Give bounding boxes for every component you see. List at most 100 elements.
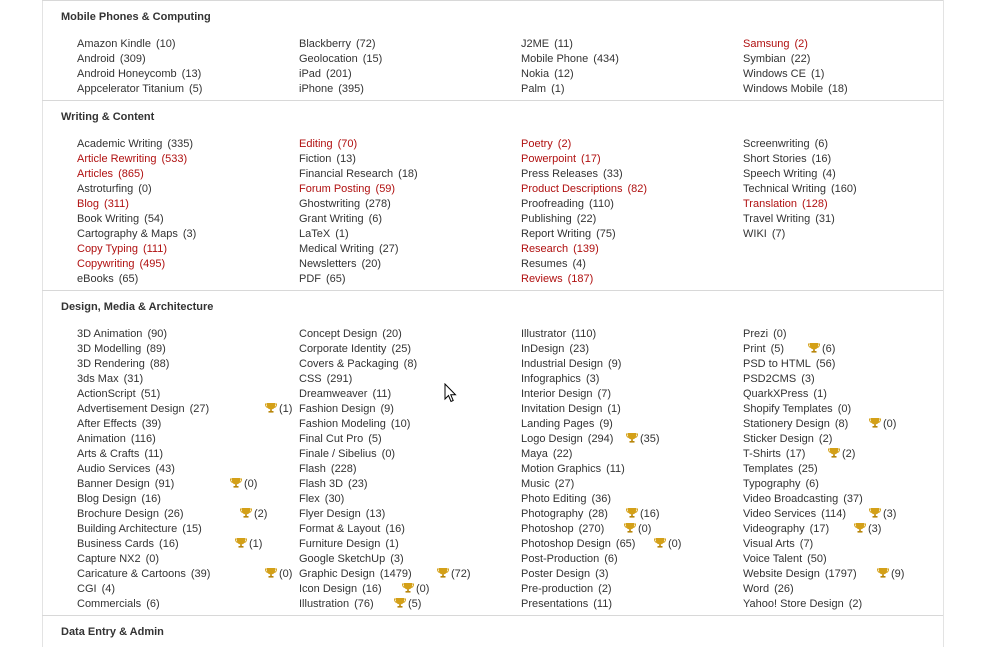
category-link[interactable]: Translation (128) xyxy=(743,197,857,212)
category-link[interactable]: Mobile Phone (434) xyxy=(521,52,619,67)
category-link[interactable]: Post-Production (6) xyxy=(521,552,635,567)
category-link[interactable]: Photoshop Design (65) (0) xyxy=(521,537,681,552)
category-link[interactable]: Infographics (3) xyxy=(521,372,635,387)
category-link[interactable]: Brochure Design (26) (2) xyxy=(77,507,267,522)
category-link[interactable]: Research (139) xyxy=(521,242,647,257)
category-link[interactable]: Medical Writing (27) xyxy=(299,242,418,257)
category-link[interactable]: PSD to HTML (56) xyxy=(743,357,863,372)
category-link[interactable]: Product Descriptions (82) xyxy=(521,182,647,197)
category-link[interactable]: Banner Design (91) (0) xyxy=(77,477,257,492)
contest-trophy[interactable]: (2) xyxy=(239,507,267,522)
contest-trophy[interactable]: (3) xyxy=(853,522,881,537)
category-link[interactable]: Illustration (76) (5) xyxy=(299,597,421,612)
category-link[interactable]: Forum Posting (59) xyxy=(299,182,418,197)
category-link[interactable]: Voice Talent (50) xyxy=(743,552,863,567)
category-link[interactable]: Dreamweaver (11) xyxy=(299,387,417,402)
category-link[interactable]: Google SketchUp (3) xyxy=(299,552,417,567)
category-link[interactable]: Report Writing (75) xyxy=(521,227,647,242)
category-link[interactable]: Music (27) xyxy=(521,477,635,492)
category-link[interactable]: J2ME (11) xyxy=(521,37,619,52)
category-link[interactable]: Editing (70) xyxy=(299,137,418,152)
category-link[interactable]: CSS (291) xyxy=(299,372,417,387)
category-link[interactable]: Palm (1) xyxy=(521,82,619,97)
category-link[interactable]: Flash 3D (23) xyxy=(299,477,417,492)
category-link[interactable]: Finale / Sibelius (0) xyxy=(299,447,417,462)
category-link[interactable]: After Effects (39) xyxy=(77,417,210,432)
category-link[interactable]: Windows CE (1) xyxy=(743,67,848,82)
category-link[interactable]: 3D Modelling (89) xyxy=(77,342,210,357)
category-link[interactable]: Photo Editing (36) xyxy=(521,492,635,507)
category-link[interactable]: Format & Layout (16) xyxy=(299,522,417,537)
category-link[interactable]: Flash (228) xyxy=(299,462,417,477)
category-link[interactable]: Nokia (12) xyxy=(521,67,619,82)
category-link[interactable]: Invitation Design (1) xyxy=(521,402,635,417)
category-link[interactable]: Academic Writing (335) xyxy=(77,137,196,152)
category-link[interactable]: Commercials (6) xyxy=(77,597,210,612)
category-link[interactable]: Amazon Kindle (10) xyxy=(77,37,202,52)
category-link[interactable]: Icon Design (16) (0) xyxy=(299,582,429,597)
contest-trophy[interactable]: (0) xyxy=(264,567,292,582)
category-link[interactable]: Building Architecture (15) xyxy=(77,522,210,537)
category-link[interactable]: Fashion Modeling (10) xyxy=(299,417,417,432)
category-link[interactable]: Video Services (114) (3) xyxy=(743,507,896,522)
category-link[interactable]: Photoshop (270) (0) xyxy=(521,522,651,537)
category-link[interactable]: Copywriting (495) xyxy=(77,257,196,272)
category-link[interactable]: Reviews (187) xyxy=(521,272,647,287)
category-link[interactable]: Website Design (1797) (9) xyxy=(743,567,904,582)
category-link[interactable]: Logo Design (294) (35) xyxy=(521,432,660,447)
category-link[interactable]: Flex (30) xyxy=(299,492,417,507)
category-link[interactable]: Yahoo! Store Design (2) xyxy=(743,597,863,612)
category-link[interactable]: Powerpoint (17) xyxy=(521,152,647,167)
category-link[interactable]: Business Cards (16) (1) xyxy=(77,537,262,552)
category-link[interactable]: Videography (17) (3) xyxy=(743,522,881,537)
category-link[interactable]: Graphic Design (1479) (72) xyxy=(299,567,471,582)
category-link[interactable]: Copy Typing (111) xyxy=(77,242,196,257)
category-link[interactable]: PDF (65) xyxy=(299,272,418,287)
category-link[interactable]: LaTeX (1) xyxy=(299,227,418,242)
category-link[interactable]: Grant Writing (6) xyxy=(299,212,418,227)
category-link[interactable]: InDesign (23) xyxy=(521,342,635,357)
category-link[interactable]: Poetry (2) xyxy=(521,137,647,152)
category-link[interactable]: Shopify Templates (0) xyxy=(743,402,863,417)
category-link[interactable]: Android (309) xyxy=(77,52,202,67)
category-link[interactable]: Flyer Design (13) xyxy=(299,507,417,522)
category-link[interactable]: Proofreading (110) xyxy=(521,197,647,212)
category-link[interactable]: Industrial Design (9) xyxy=(521,357,635,372)
category-link[interactable]: T-Shirts (17) (2) xyxy=(743,447,863,462)
contest-trophy[interactable]: (5) xyxy=(393,597,421,612)
category-link[interactable]: Print (5) (6) xyxy=(743,342,863,357)
category-link[interactable]: Appcelerator Titanium (5) xyxy=(77,82,202,97)
category-link[interactable]: iPhone (395) xyxy=(299,82,382,97)
category-link[interactable]: Templates (25) xyxy=(743,462,863,477)
category-link[interactable]: Typography (6) xyxy=(743,477,863,492)
category-link[interactable]: ActionScript (51) xyxy=(77,387,210,402)
category-link[interactable]: 3ds Max (31) xyxy=(77,372,210,387)
category-link[interactable]: Prezi (0) xyxy=(743,327,863,342)
contest-trophy[interactable]: (2) xyxy=(827,447,855,462)
category-link[interactable]: Newsletters (20) xyxy=(299,257,418,272)
category-link[interactable]: Furniture Design (1) xyxy=(299,537,417,552)
category-link[interactable]: Advertisement Design (27) (1) xyxy=(77,402,292,417)
category-link[interactable]: Blog (311) xyxy=(77,197,196,212)
contest-trophy[interactable]: (0) xyxy=(653,537,681,552)
contest-trophy[interactable]: (72) xyxy=(436,567,471,582)
category-link[interactable]: Cartography & Maps (3) xyxy=(77,227,196,242)
category-link[interactable]: Stationery Design (8) (0) xyxy=(743,417,896,432)
category-link[interactable]: Technical Writing (160) xyxy=(743,182,857,197)
category-link[interactable]: Caricature & Cartoons (39) (0) xyxy=(77,567,292,582)
category-link[interactable]: Astroturfing (0) xyxy=(77,182,196,197)
category-link[interactable]: 3D Rendering (88) xyxy=(77,357,210,372)
category-link[interactable]: Short Stories (16) xyxy=(743,152,857,167)
category-link[interactable]: Final Cut Pro (5) xyxy=(299,432,417,447)
category-link[interactable]: Blog Design (16) xyxy=(77,492,210,507)
category-link[interactable]: Corporate Identity (25) xyxy=(299,342,417,357)
category-link[interactable]: Presentations (11) xyxy=(521,597,635,612)
category-link[interactable]: Financial Research (18) xyxy=(299,167,418,182)
category-link[interactable]: Poster Design (3) xyxy=(521,567,635,582)
category-link[interactable]: Screenwriting (6) xyxy=(743,137,857,152)
category-link[interactable]: QuarkXPress (1) xyxy=(743,387,863,402)
category-link[interactable]: Fashion Design (9) xyxy=(299,402,417,417)
category-link[interactable]: Arts & Crafts (11) xyxy=(77,447,210,462)
category-link[interactable]: Sticker Design (2) xyxy=(743,432,863,447)
category-link[interactable]: Audio Services (43) xyxy=(77,462,210,477)
